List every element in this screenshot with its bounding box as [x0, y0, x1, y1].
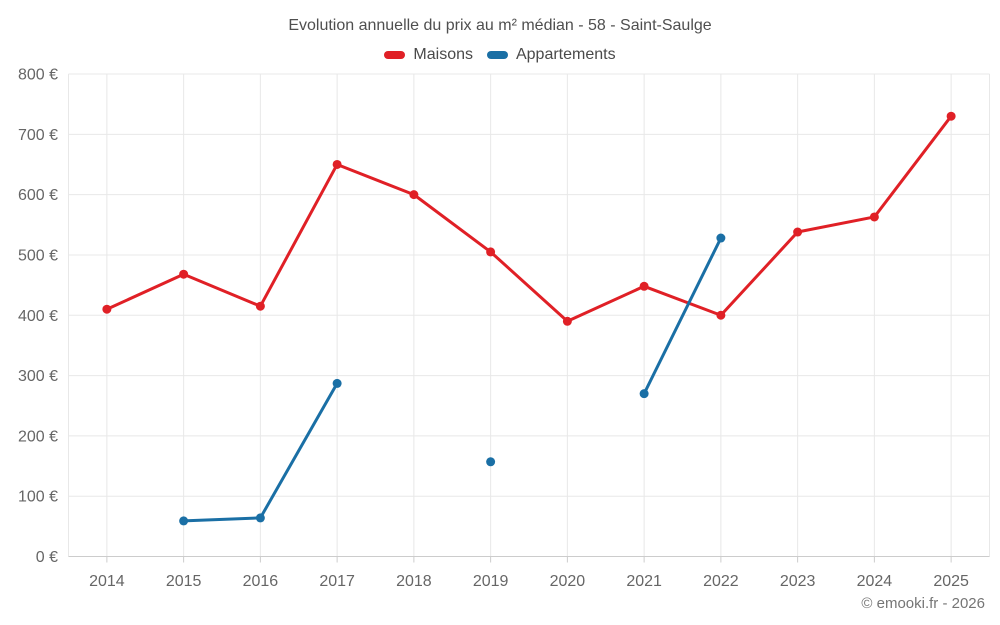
x-tick-label: 2024 — [857, 573, 893, 590]
data-point-maisons-2022[interactable] — [716, 310, 726, 320]
data-point-maisons-2024[interactable] — [869, 212, 879, 222]
data-point-appartements-2022[interactable] — [716, 233, 726, 243]
data-point-maisons-2021[interactable] — [639, 281, 649, 291]
footer-credit: © emooki.fr - 2026 — [861, 595, 985, 612]
y-tick-label: 600 € — [18, 187, 58, 204]
legend-swatch-appartements-icon — [486, 51, 508, 59]
x-tick-label: 2016 — [243, 573, 279, 590]
x-tick-label: 2019 — [473, 573, 509, 590]
x-tick-label: 2022 — [703, 573, 739, 590]
data-point-maisons-2019[interactable] — [486, 247, 496, 257]
x-tick-label: 2015 — [166, 573, 202, 590]
data-point-maisons-2014[interactable] — [102, 304, 112, 314]
y-tick-label: 500 € — [18, 247, 58, 264]
data-point-appartements-2019[interactable] — [486, 457, 496, 467]
x-tick-label: 2021 — [626, 573, 662, 590]
data-point-appartements-2016[interactable] — [255, 513, 265, 523]
y-tick-label: 0 € — [36, 549, 58, 566]
y-tick-label: 700 € — [18, 127, 58, 144]
legend: Maisons Appartements — [0, 46, 1000, 64]
x-tick-label: 2017 — [319, 573, 355, 590]
legend-label-maisons: Maisons — [413, 46, 473, 63]
legend-item-appartements[interactable]: Appartements — [486, 46, 616, 64]
legend-swatch-maisons-icon — [384, 51, 406, 59]
data-point-maisons-2025[interactable] — [946, 111, 956, 121]
data-point-maisons-2020[interactable] — [562, 316, 572, 326]
data-point-maisons-2017[interactable] — [332, 159, 342, 169]
data-point-appartements-2021[interactable] — [639, 389, 649, 399]
data-point-maisons-2023[interactable] — [793, 227, 803, 237]
x-tick-label: 2025 — [933, 573, 969, 590]
y-tick-label: 400 € — [18, 308, 58, 325]
chart-title: Evolution annuelle du prix au m² médian … — [288, 17, 712, 34]
series-line-maisons — [105, 114, 953, 323]
data-point-maisons-2015[interactable] — [179, 269, 189, 279]
x-tick-label: 2020 — [550, 573, 586, 590]
x-tick-label: 2023 — [780, 573, 816, 590]
y-tick-label: 200 € — [18, 428, 58, 445]
data-point-maisons-2018[interactable] — [409, 190, 419, 200]
x-tick-label: 2018 — [396, 573, 432, 590]
data-point-maisons-2016[interactable] — [255, 301, 265, 311]
y-tick-label: 800 € — [18, 67, 58, 84]
legend-label-appartements: Appartements — [515, 46, 616, 63]
data-point-appartements-2017[interactable] — [332, 378, 342, 388]
series-line-appartements — [642, 236, 723, 396]
legend-item-maisons[interactable]: Maisons — [384, 46, 473, 64]
y-tick-label: 100 € — [18, 489, 58, 506]
x-tick-label: 2014 — [89, 573, 125, 590]
y-tick-label: 300 € — [18, 368, 58, 385]
data-point-appartements-2015[interactable] — [179, 516, 189, 526]
